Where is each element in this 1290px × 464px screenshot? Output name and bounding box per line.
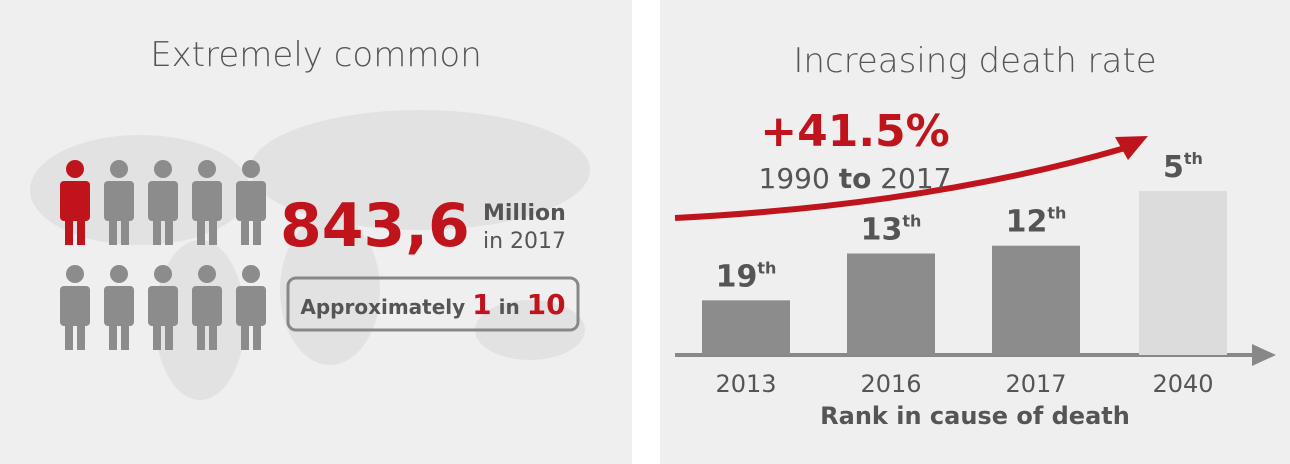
person-leg (153, 315, 161, 350)
people-icons (60, 160, 266, 350)
change-annotation: +41.5% (760, 106, 950, 157)
person-leg (209, 315, 217, 350)
period-annotation: 1990 to 2017 (759, 162, 952, 195)
person-icon (236, 160, 266, 245)
x-tick-label: 2040 (1152, 370, 1213, 398)
ratio-box (286, 276, 580, 332)
trend-arrow-head (1115, 136, 1148, 160)
value-label: 19th (716, 258, 777, 294)
person-leg (109, 315, 117, 350)
person-leg (209, 210, 217, 245)
period-end: 2017 (880, 162, 951, 195)
person-body (148, 286, 178, 326)
figure-unit: Million (483, 201, 566, 226)
ratio-text: Approximately 1 in 10 (300, 288, 565, 321)
person-leg (253, 210, 261, 245)
person-body (192, 286, 222, 326)
person-head (66, 160, 84, 178)
person-head (66, 265, 84, 283)
person-leg (165, 210, 173, 245)
person-icon (236, 265, 266, 350)
person-leg (153, 210, 161, 245)
person-leg (77, 315, 85, 350)
person-body (104, 286, 134, 326)
value-label: 13th (861, 212, 922, 248)
person-leg (121, 315, 129, 350)
person-head (110, 160, 128, 178)
person-head (242, 265, 260, 283)
person-body (148, 181, 178, 221)
panel-title: Extremely common (150, 35, 482, 75)
person-icon (104, 265, 134, 350)
bar (702, 300, 790, 355)
person-icon (60, 160, 90, 245)
person-head (154, 160, 172, 178)
period-word: to (839, 162, 872, 195)
person-leg (253, 315, 261, 350)
big-figure: 843,6 (280, 191, 470, 261)
person-body (60, 286, 90, 326)
person-icon (192, 160, 222, 245)
x-axis-title: Rank in cause of death (820, 402, 1130, 430)
x-axis-arrow (1252, 344, 1276, 366)
person-body (236, 181, 266, 221)
trend-arrow (674, 145, 1126, 221)
value-label: 12th (1006, 204, 1067, 240)
ratio-middle: in (499, 295, 520, 319)
person-leg (197, 210, 205, 245)
person-head (198, 160, 216, 178)
person-leg (241, 315, 249, 350)
bar (1139, 191, 1227, 355)
figure-year: in 2017 (483, 229, 566, 254)
person-leg (241, 210, 249, 245)
person-body (104, 181, 134, 221)
person-head (198, 265, 216, 283)
x-tick-label: 2013 (715, 370, 776, 398)
person-body (236, 286, 266, 326)
person-icon (192, 265, 222, 350)
person-leg (197, 315, 205, 350)
person-head (110, 265, 128, 283)
bar (992, 245, 1080, 355)
person-icon (104, 160, 134, 245)
person-leg (121, 210, 129, 245)
chart-title: Increasing death rate (793, 41, 1156, 81)
person-leg (165, 315, 173, 350)
ratio-denominator: 10 (527, 288, 566, 321)
person-leg (65, 210, 73, 245)
value-label: 5th (1163, 149, 1203, 185)
person-leg (109, 210, 117, 245)
person-icon (148, 265, 178, 350)
person-icon (148, 160, 178, 245)
person-leg (65, 315, 73, 350)
person-head (242, 160, 260, 178)
person-leg (77, 210, 85, 245)
bar (847, 253, 935, 355)
x-tick-label: 2017 (1005, 370, 1066, 398)
person-body (192, 181, 222, 221)
person-icon (60, 265, 90, 350)
period-start: 1990 (759, 162, 830, 195)
ratio-prefix: Approximately (300, 295, 465, 319)
person-body (60, 181, 90, 221)
person-head (154, 265, 172, 283)
x-tick-label: 2016 (860, 370, 921, 398)
ratio-numerator: 1 (472, 288, 491, 321)
